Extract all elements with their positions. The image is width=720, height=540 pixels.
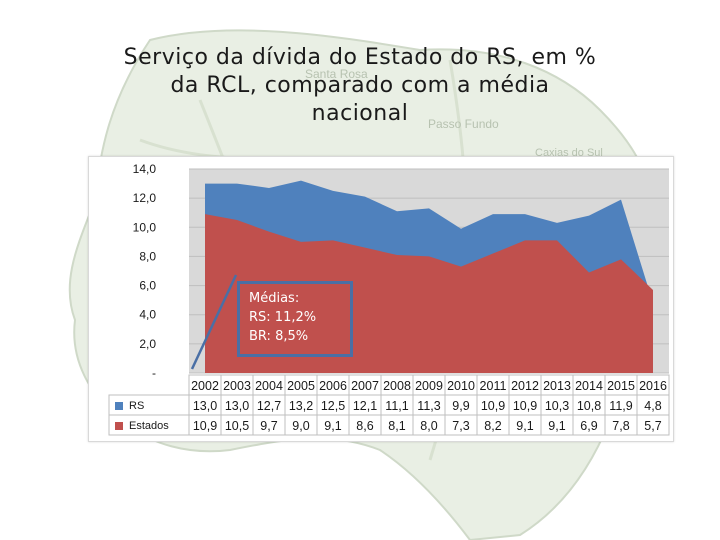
y-tick-label: 12,0	[133, 191, 157, 205]
data-value-label: 4,8	[644, 399, 661, 413]
map-label: Passo Fundo	[428, 117, 499, 131]
data-value-label: 8,6	[356, 419, 373, 433]
data-value-label: 10,8	[577, 399, 601, 413]
y-tick-label: 8,0	[139, 249, 156, 263]
data-value-label: 12,5	[321, 399, 345, 413]
x-category-label: 2005	[287, 379, 315, 393]
title-line: nacional	[311, 101, 409, 126]
data-value-label: 9,9	[452, 399, 469, 413]
callout-rs-average: RS: 11,2%	[249, 310, 317, 325]
x-category-label: 2004	[255, 379, 283, 393]
legend-label-estados: Estados	[129, 420, 169, 432]
legend-label-rs: RS	[129, 400, 144, 412]
legend-swatch-rs	[115, 402, 123, 410]
x-category-label: 2007	[351, 379, 379, 393]
y-tick-label: 14,0	[133, 162, 157, 176]
page-title: Serviço da dívida do Estado do RS, em % …	[80, 44, 640, 128]
data-value-label: 7,3	[452, 419, 469, 433]
data-value-label: 11,3	[417, 399, 440, 413]
x-category-label: 2016	[639, 379, 667, 393]
y-tick-label: 10,0	[133, 220, 157, 234]
data-value-label: 13,0	[193, 399, 217, 413]
data-value-label: 10,5	[225, 419, 249, 433]
data-value-label: 10,9	[193, 419, 217, 433]
averages-callout: Médias: RS: 11,2% BR: 8,5%	[237, 281, 353, 357]
area-chart: - 2,0 4,0 6,0 8,0 10,0 12,0 14,0 2002 2003 2004 200…	[108, 162, 670, 436]
data-value-label: 9,0	[292, 419, 309, 433]
y-tick-label: 2,0	[139, 337, 156, 351]
x-category-label: 2015	[607, 379, 635, 393]
data-value-label: 6,9	[580, 419, 597, 433]
legend-swatch-estados	[115, 422, 123, 430]
data-value-label: 5,7	[644, 419, 661, 433]
data-value-label: 13,0	[225, 399, 249, 413]
x-category-label: 2010	[447, 379, 475, 393]
y-tick-label: -	[152, 366, 156, 380]
title-line: da RCL, comparado com a média	[170, 73, 550, 98]
x-category-label: 2009	[415, 379, 443, 393]
data-value-label: 9,1	[516, 419, 533, 433]
data-value-label: 13,2	[289, 399, 313, 413]
x-category-label: 2011	[480, 379, 507, 393]
data-value-label: 10,9	[513, 399, 537, 413]
x-category-label: 2002	[191, 379, 219, 393]
x-category-label: 2006	[319, 379, 347, 393]
x-category-label: 2014	[575, 379, 603, 393]
data-value-label: 7,8	[612, 419, 629, 433]
y-tick-label: 4,0	[139, 308, 156, 322]
data-value-label: 12,1	[353, 399, 377, 413]
data-value-label: 10,9	[481, 399, 505, 413]
y-tick-label: 6,0	[139, 279, 156, 293]
callout-heading: Médias:	[249, 291, 300, 306]
x-category-label: 2008	[383, 379, 411, 393]
data-value-label: 8,2	[484, 419, 501, 433]
data-value-label: 10,3	[545, 399, 569, 413]
x-category-label: 2003	[223, 379, 251, 393]
map-label: Santa Rosa	[305, 67, 368, 81]
data-value-label: 9,1	[548, 419, 565, 433]
chart-frame: - 2,0 4,0 6,0 8,0 10,0 12,0 14,0 2002 2003 2004 200…	[88, 156, 674, 442]
callout-pointer-line	[190, 274, 238, 370]
data-value-label: 9,1	[324, 419, 341, 433]
x-category-label: 2013	[543, 379, 571, 393]
data-value-label: 11,1	[385, 399, 408, 413]
data-value-label: 8,0	[420, 419, 437, 433]
data-value-label: 8,1	[388, 419, 405, 433]
callout-br-average: BR: 8,5%	[249, 329, 309, 344]
x-category-label: 2012	[511, 379, 539, 393]
data-value-label: 12,7	[257, 399, 281, 413]
data-value-label: 11,9	[609, 399, 632, 413]
data-value-label: 9,7	[260, 419, 277, 433]
title-line: Serviço da dívida do Estado do RS, em %	[123, 45, 597, 70]
